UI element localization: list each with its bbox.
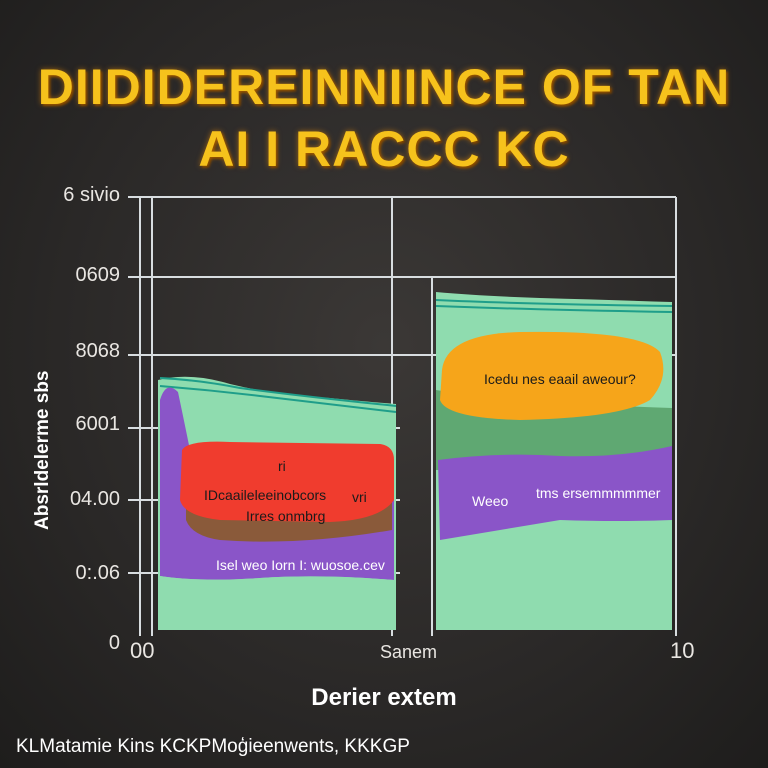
right-purple-sublabel: tms ersemmmmmer [536,485,661,501]
right-teal-ridge [435,299,673,313]
footer-caption: KLMatamie Kins KCKPMoģieenwents, KKKGP [16,736,410,757]
y-tick-label: 8068 [75,340,121,362]
left-panel: IDcaaileleeinobcors Irres onmbrg ri vri … [158,376,397,630]
y-tick-label: 6001 [75,413,121,435]
chart-title-line-2: AI I RACCC KC [198,121,570,177]
left-mint-bottom [160,576,394,630]
left-annotation: vri [352,489,367,505]
right-purple-layer [438,446,672,540]
x-tick-label: 00 [130,638,155,663]
x-tick-label: Sanem [380,642,438,662]
y-tick-label: 0 [108,632,120,654]
right-orange-label: Icedu nes eaail aweour? [484,371,636,387]
right-purple-label: Weeo [472,493,509,509]
right-panel: Icedu nes eaail aweour? Weeo tms ersemmm… [435,292,673,630]
chart-title-line-1: DIIDIDEREINNIINCE OF TAN [37,59,731,115]
y-tick-label: 6 sivio [63,184,120,206]
left-purple-label: Isel weo Iorn I: wuosoe.cev [216,557,385,573]
y-tick-label: 0:.06 [75,562,120,584]
left-annotation: ri [278,458,286,474]
y-tick-label: 0609 [75,264,121,286]
left-teal-ridge [159,377,397,413]
left-red-label: IDcaaileleeinobcors [204,487,326,503]
left-red-layer [180,441,394,522]
x-axis-label: Derier extem [311,684,457,711]
right-orange-blob [440,331,664,420]
y-tick-label: 04.00 [69,488,120,510]
x-tick-label: 10 [670,638,695,663]
left-red-sublabel: Irres onmbrg [246,508,325,524]
